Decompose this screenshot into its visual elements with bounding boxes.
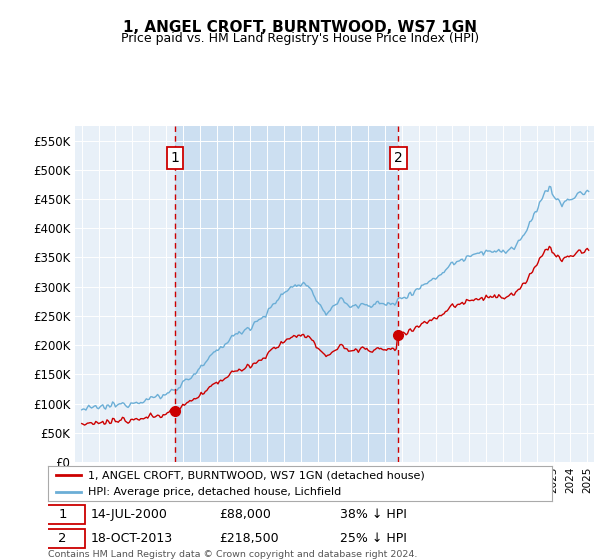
Text: HPI: Average price, detached house, Lichfield: HPI: Average price, detached house, Lich… <box>88 487 341 497</box>
Text: Price paid vs. HM Land Registry's House Price Index (HPI): Price paid vs. HM Land Registry's House … <box>121 32 479 45</box>
FancyBboxPatch shape <box>40 529 85 548</box>
FancyBboxPatch shape <box>40 505 85 524</box>
Text: 1: 1 <box>58 508 67 521</box>
Text: 2: 2 <box>58 531 67 545</box>
Text: 38% ↓ HPI: 38% ↓ HPI <box>340 508 407 521</box>
Text: 1, ANGEL CROFT, BURNTWOOD, WS7 1GN: 1, ANGEL CROFT, BURNTWOOD, WS7 1GN <box>123 20 477 35</box>
Text: Contains HM Land Registry data © Crown copyright and database right 2024.
This d: Contains HM Land Registry data © Crown c… <box>48 550 418 560</box>
Text: 14-JUL-2000: 14-JUL-2000 <box>91 508 168 521</box>
Text: £88,000: £88,000 <box>220 508 271 521</box>
Text: 1, ANGEL CROFT, BURNTWOOD, WS7 1GN (detached house): 1, ANGEL CROFT, BURNTWOOD, WS7 1GN (deta… <box>88 470 425 480</box>
Text: £218,500: £218,500 <box>220 531 279 545</box>
Text: 1: 1 <box>170 151 179 165</box>
Text: 25% ↓ HPI: 25% ↓ HPI <box>340 531 407 545</box>
Text: 2: 2 <box>394 151 403 165</box>
Bar <box>175 126 398 462</box>
Text: 18-OCT-2013: 18-OCT-2013 <box>91 531 173 545</box>
